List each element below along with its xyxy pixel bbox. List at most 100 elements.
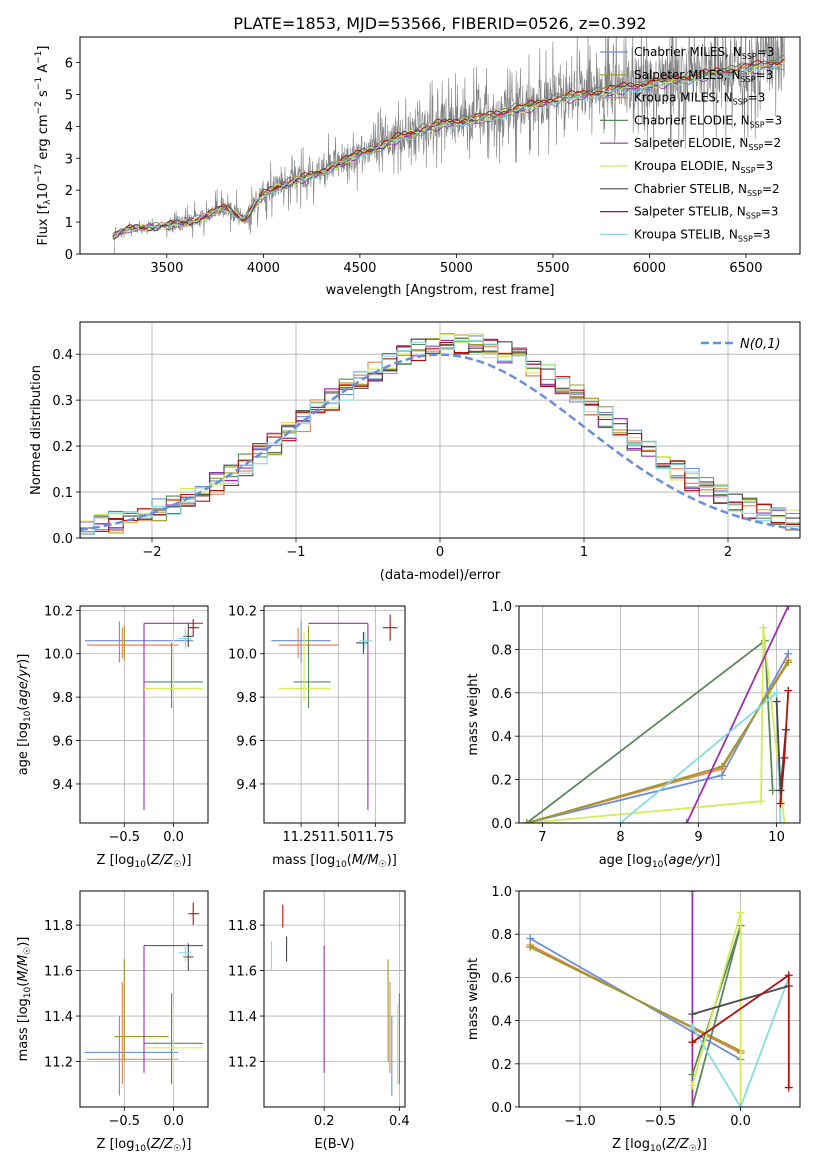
y-tick-label: 0.2 [491,1058,512,1073]
y-tick-label: 0.2 [52,440,73,455]
y-tick-label: 0.8 [491,928,512,943]
weight-line-kroupa-miles [526,659,790,823]
y-tick-label: 0.4 [52,348,73,363]
x-tick-label: 0.0 [163,830,184,845]
weight-marker-salpeter-miles [717,762,726,771]
x-axis-label: mass [log10(M/M☉)] [272,853,397,870]
y-tick-label: 9.6 [52,735,73,750]
axes-frame [79,36,801,255]
legend-label: Salpeter ELODIE, NSSP=2 [634,136,781,152]
axes-frame [79,605,209,824]
y-tick-label: 0 [65,248,73,263]
y-tick-label: 2 [65,184,73,199]
weight-line-salpeter-miles [526,661,790,823]
weight-marker-kroupa-elodie [759,623,768,632]
x-tick-label: −2 [142,545,161,560]
x-tick-label: 6500 [729,261,762,276]
y-tick-label: 1.0 [491,600,512,615]
x-tick-label: 6000 [633,261,666,276]
weight-line-salpeter-elodie [685,606,790,823]
y-tick-label: 10.0 [228,648,257,663]
weight-marker-salpeter-miles [526,943,535,952]
weight-line-kroupa-elodie [526,627,786,823]
x-tick-label: 2 [724,545,732,560]
x-axis-label: Z [log10(Z/Z☉)] [612,1137,707,1154]
y-tick-label: 9.4 [52,778,73,793]
y-tick-label: 10.2 [228,604,257,619]
x-tick-label: −0.5 [109,1114,141,1129]
y-axis-label: mass weight [466,958,481,1040]
x-axis-label: (data-model)/error [380,568,501,583]
weight-marker-kroupa-stelib [736,1103,745,1107]
spectrum-data-line [109,37,785,254]
weight-marker-kroupa-elodie [780,819,789,823]
y-tick-label: 0.6 [491,971,512,986]
y-axis-label: Normed distribution [29,365,44,495]
weight-marker-salpeter-stelib [784,971,793,980]
weight-panel-4: 7 8 9 10 0.0 0.2 0.4 0.6 0.8 1.0 age [log10(age/yr… [466,600,801,870]
x-tick-label: 3500 [150,261,183,276]
x-axis-label: E(B-V) [314,1137,354,1152]
y-tick-label: 11.6 [44,965,73,980]
x-tick-label: −0.5 [109,830,141,845]
weight-line-chabrier-stelib [692,985,790,1015]
model-line-kroupa-stelib [112,64,785,235]
legend-label: Kroupa MILES, NSSP=3 [634,91,765,107]
weight-marker-salpeter-stelib [780,753,789,762]
y-tick-label: 11.2 [228,1056,257,1071]
weight-marker-kroupa-stelib [688,1023,697,1032]
errorbar-panel-3: 11.25 11.50 11.75 9.4 9.6 9.8 10.0 10.2 mass [lo… [228,604,406,870]
axes-frame [263,890,406,1108]
errorbar-plot-area [271,614,398,810]
residual-plot-area [80,333,800,538]
x-tick-label: 5000 [440,261,473,276]
weight-marker-salpeter-stelib [688,1038,697,1047]
y-tick-label: 0.0 [52,532,73,547]
axes-frame [79,890,209,1108]
weight-plot-area [522,606,793,823]
y-tick-label: 10.0 [44,648,73,663]
legend-label: Kroupa STELIB, NSSP=3 [634,227,771,243]
weight-marker-kroupa-stelib [616,819,625,823]
legend-label: N(0,1) [740,337,781,352]
y-axis-label: mass weight [466,673,481,755]
y-tick-label: 10.2 [44,604,73,619]
x-tick-label: 11.25 [282,830,319,845]
axes-frame [518,605,801,824]
panels: 3500 4000 4500 5000 5500 6000 6500 0 1 2 3 4 5 6 wavel… [16,36,801,1154]
spectrum-panel: 3500 4000 4500 5000 5500 6000 6500 0 1 2 3 4 5 6 wavel… [34,36,801,298]
weight-marker-salpeter-miles [522,819,531,823]
y-tick-label: 0.6 [491,687,512,702]
x-axis-label: Z [log10(Z/Z☉)] [97,1137,192,1154]
errorbar-plot-area [270,904,400,1096]
y-tick-label: 11.8 [228,919,257,934]
weight-marker-kroupa-elodie [756,797,765,806]
x-tick-label: −1.0 [564,1114,596,1129]
weight-marker-chabrier-stelib [772,697,781,706]
y-tick-label: 0.4 [491,730,512,745]
y-tick-label: 9.8 [236,691,257,706]
weight-line-chabrier-elodie [526,638,774,823]
x-tick-label: −1 [286,545,305,560]
histogram-kroupa-stelib [80,339,800,538]
x-tick-label: 0.0 [730,1114,751,1129]
weight-marker-salpeter-stelib [776,799,785,808]
y-tick-label: 9.8 [52,691,73,706]
x-tick-label: 0.2 [314,1114,335,1129]
x-tick-label: 7 [538,830,546,845]
y-tick-label: 1 [65,216,73,231]
weight-marker-chabrier-elodie [768,786,777,795]
weight-line-kroupa-stelib [691,977,790,1107]
errorbar-plot-area [84,902,204,1096]
axes-frame [79,321,801,539]
figure-title: PLATE=1853, MJD=53566, FIBERID=0526, z=0… [233,14,646,33]
x-tick-label: 5500 [536,261,569,276]
errorbar-panel-6: 0.2 0.4 11.2 11.4 11.6 11.8 E(B-V) [228,890,410,1152]
normal-curve [80,353,800,532]
legend-label: Chabrier STELIB, NSSP=2 [634,182,780,198]
model-line-kroupa-miles [112,59,785,235]
weight-marker-salpeter-elodie [682,819,691,823]
weight-line-chabrier-miles [526,653,790,823]
x-axis-label: Z [log10(Z/Z☉)] [97,853,192,870]
